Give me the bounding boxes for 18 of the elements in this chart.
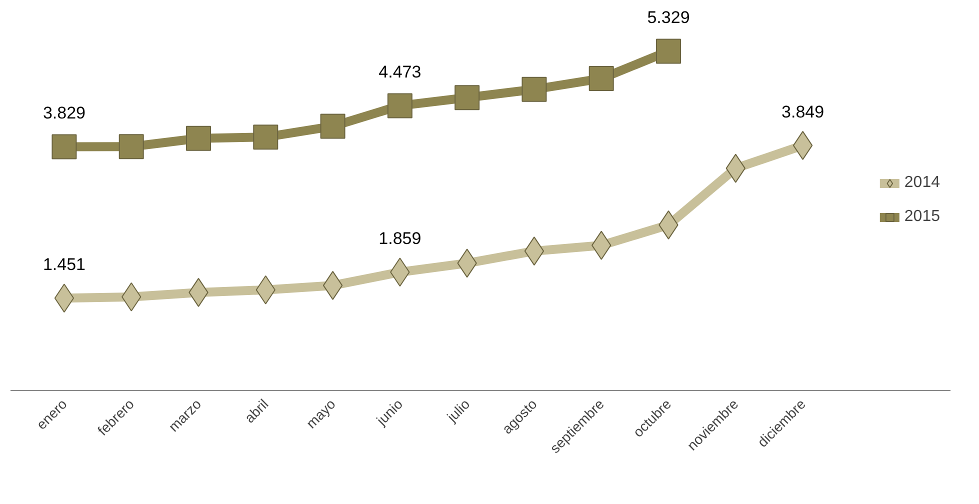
data-label: 5.329 xyxy=(647,8,690,28)
data-label: 4.473 xyxy=(378,62,422,82)
data-label: 1.451 xyxy=(42,255,86,274)
point xyxy=(387,93,412,118)
point xyxy=(118,134,144,160)
point xyxy=(52,134,77,160)
point xyxy=(320,114,346,139)
point xyxy=(253,124,278,150)
legend-label: 2014 xyxy=(904,174,940,192)
point xyxy=(522,76,547,102)
data-label: 1.859 xyxy=(378,229,422,248)
data-label: 3.849 xyxy=(782,102,824,122)
point xyxy=(588,66,614,92)
point xyxy=(454,85,480,110)
legend-label: 2015 xyxy=(904,208,940,226)
point xyxy=(186,126,211,151)
point xyxy=(656,38,681,64)
data-label: 3.829 xyxy=(42,104,86,123)
